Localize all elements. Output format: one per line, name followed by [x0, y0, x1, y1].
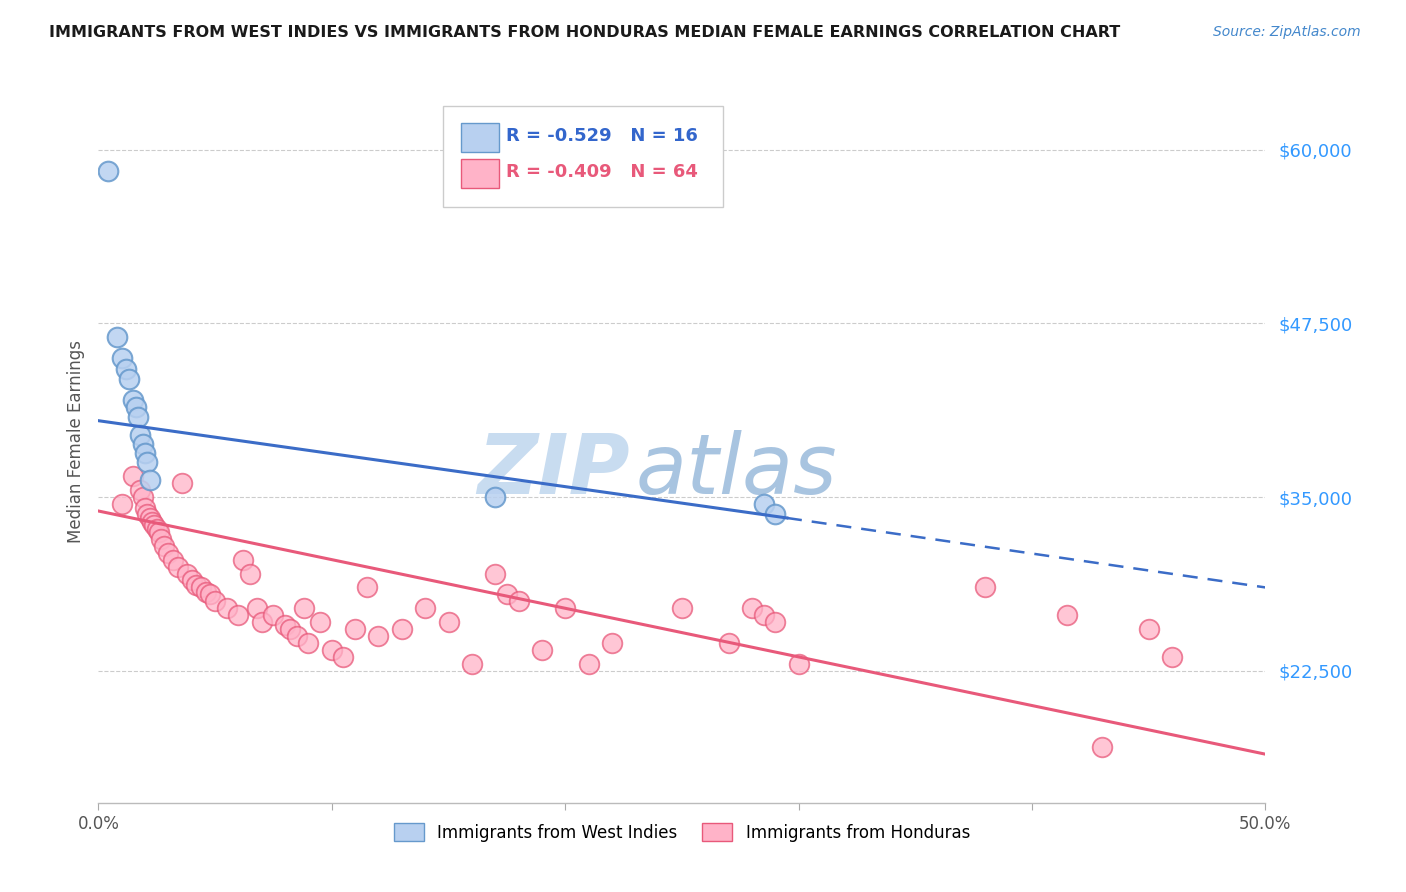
Point	[752, 497, 775, 511]
Point	[127, 409, 149, 424]
Point	[122, 469, 145, 483]
Point	[204, 594, 226, 608]
Point	[763, 615, 786, 630]
Point	[129, 427, 152, 442]
Point	[136, 507, 159, 521]
Point	[97, 163, 120, 178]
Text: R = -0.529   N = 16: R = -0.529 N = 16	[506, 127, 697, 145]
Point	[741, 601, 763, 615]
Point	[262, 608, 284, 623]
Point	[176, 566, 198, 581]
Point	[152, 539, 174, 553]
Point	[162, 552, 184, 566]
Point	[274, 618, 297, 632]
Point	[194, 584, 217, 599]
Point	[136, 455, 159, 469]
Point	[1161, 649, 1184, 664]
Point	[125, 400, 148, 414]
Text: Source: ZipAtlas.com: Source: ZipAtlas.com	[1213, 25, 1361, 39]
Point	[118, 372, 141, 386]
Legend: Immigrants from West Indies, Immigrants from Honduras: Immigrants from West Indies, Immigrants …	[387, 817, 977, 848]
Point	[437, 615, 460, 630]
Point	[139, 511, 162, 525]
Point	[278, 622, 301, 636]
Point	[508, 594, 530, 608]
Point	[321, 643, 343, 657]
Point	[461, 657, 484, 671]
Point	[139, 474, 162, 488]
Y-axis label: Median Female Earnings: Median Female Earnings	[66, 340, 84, 543]
Point	[132, 437, 155, 451]
Point	[285, 629, 308, 643]
Point	[200, 587, 222, 601]
Point	[215, 601, 238, 615]
Point	[1091, 740, 1114, 755]
FancyBboxPatch shape	[443, 105, 723, 207]
FancyBboxPatch shape	[461, 159, 499, 188]
Point	[157, 546, 180, 560]
Point	[292, 601, 315, 615]
Point	[122, 392, 145, 407]
Point	[413, 601, 436, 615]
Point	[309, 615, 332, 630]
Point	[530, 643, 553, 657]
Point	[1137, 622, 1160, 636]
Point	[115, 362, 138, 376]
Point	[166, 559, 188, 574]
Point	[297, 636, 319, 650]
Point	[111, 351, 134, 366]
Point	[190, 581, 212, 595]
Point	[717, 636, 740, 650]
Point	[180, 574, 202, 588]
Point	[496, 587, 519, 601]
Point	[146, 522, 169, 536]
Text: IMMIGRANTS FROM WEST INDIES VS IMMIGRANTS FROM HONDURAS MEDIAN FEMALE EARNINGS C: IMMIGRANTS FROM WEST INDIES VS IMMIGRANT…	[49, 25, 1121, 40]
Point	[228, 608, 250, 623]
Point	[246, 601, 269, 615]
FancyBboxPatch shape	[461, 123, 499, 152]
Point	[554, 601, 576, 615]
Point	[974, 581, 997, 595]
Point	[391, 622, 413, 636]
Point	[134, 501, 156, 516]
Point	[143, 517, 166, 532]
Point	[367, 629, 389, 643]
Point	[141, 515, 163, 529]
Point	[132, 490, 155, 504]
Point	[671, 601, 693, 615]
Point	[787, 657, 810, 671]
Point	[332, 649, 354, 664]
Point	[239, 566, 262, 581]
Point	[1056, 608, 1078, 623]
Point	[484, 490, 506, 504]
Point	[129, 483, 152, 498]
Point	[578, 657, 600, 671]
Point	[172, 476, 194, 491]
Point	[344, 622, 367, 636]
Text: R = -0.409   N = 64: R = -0.409 N = 64	[506, 163, 697, 181]
Point	[134, 445, 156, 459]
Point	[356, 581, 378, 595]
Point	[186, 577, 208, 591]
Point	[250, 615, 273, 630]
Text: atlas: atlas	[636, 430, 837, 511]
Point	[105, 330, 128, 344]
Point	[148, 524, 170, 539]
Point	[600, 636, 623, 650]
Point	[232, 552, 254, 566]
Point	[763, 507, 786, 521]
Point	[150, 532, 173, 546]
Point	[111, 497, 134, 511]
Text: ZIP: ZIP	[477, 430, 630, 511]
Point	[484, 566, 506, 581]
Point	[752, 608, 775, 623]
